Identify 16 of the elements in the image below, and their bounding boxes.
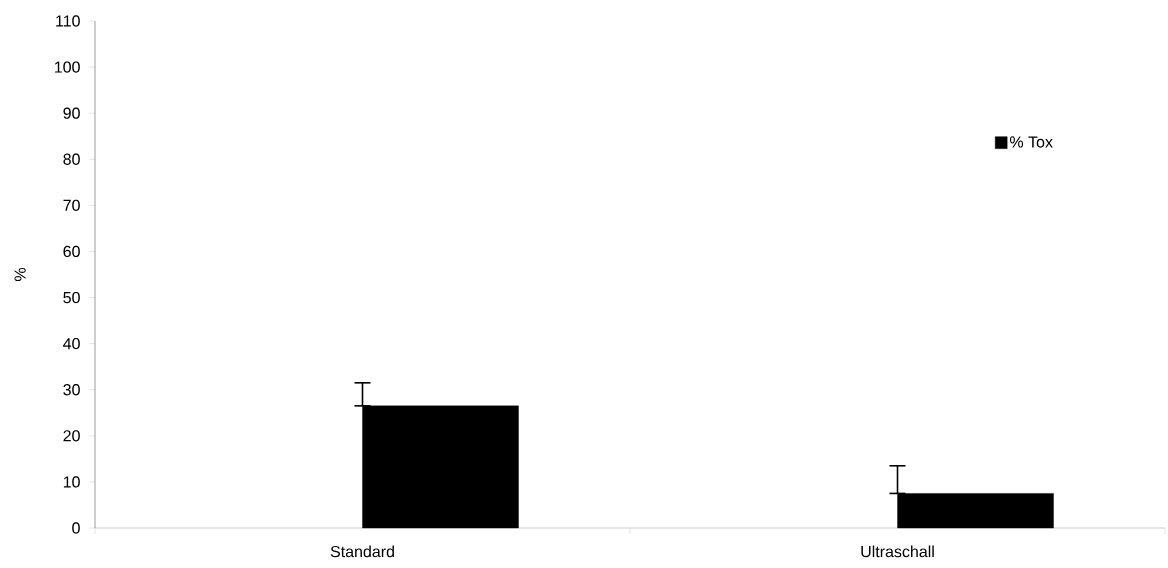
y-axis-title: % xyxy=(14,267,26,282)
y-tick-label: 70 xyxy=(63,199,80,212)
y-tick-label: 0 xyxy=(72,522,80,534)
y-tick-label: 90 xyxy=(63,107,80,119)
y-tick-label: 60 xyxy=(63,245,80,258)
y-tick-label: 10 xyxy=(63,476,80,488)
x-tick-label: Standard xyxy=(330,545,394,558)
x-tick-label: Ultraschall xyxy=(861,545,934,558)
y-tick-label: 80 xyxy=(63,153,80,165)
y-tick-label: 50 xyxy=(63,291,80,304)
y-tick-label: 30 xyxy=(63,384,80,396)
y-tick-label: 20 xyxy=(63,430,80,442)
legend-label: % Tox xyxy=(1009,136,1053,148)
y-tick-label: 100 xyxy=(55,61,80,73)
y-tick-label: 40 xyxy=(63,337,80,350)
y-tick-label: 110 xyxy=(56,15,80,27)
